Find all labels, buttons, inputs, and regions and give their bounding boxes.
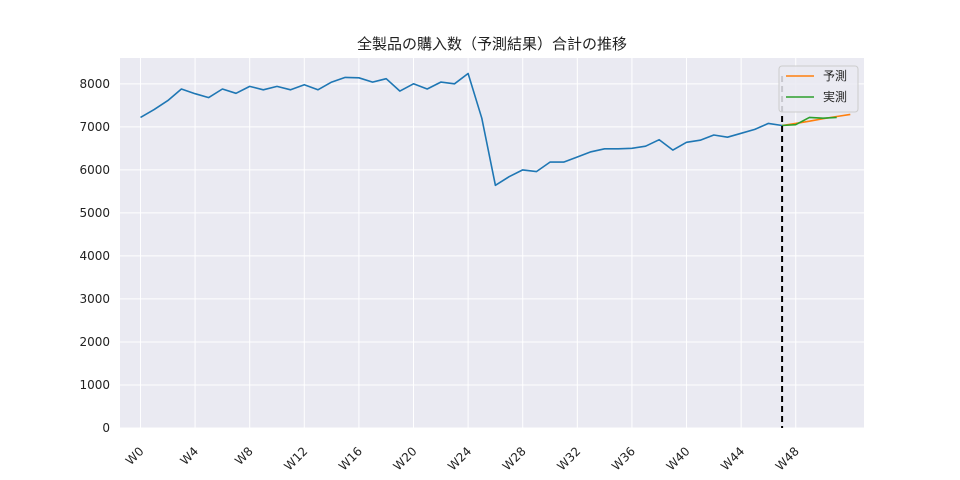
legend-label-forecast: 予測 xyxy=(823,69,847,83)
series-line-history xyxy=(140,72,783,187)
x-tick-label: W0 xyxy=(123,444,147,468)
x-tick-label: W12 xyxy=(281,444,310,473)
x-tick-label: W28 xyxy=(500,444,529,473)
series-line-actual xyxy=(782,116,837,127)
y-tick-label: 7000 xyxy=(79,120,110,134)
chart-title: 全製品の購入数（予測結果）合計の推移 xyxy=(357,35,627,53)
grid-lines xyxy=(120,58,864,429)
plot-area xyxy=(120,58,864,428)
series-lines xyxy=(140,72,851,187)
y-tick-label: 6000 xyxy=(79,163,110,177)
x-tick-label: W4 xyxy=(178,444,202,468)
y-axis-ticks: 0 1000 2000 3000 4000 5000 6000 7000 8000 xyxy=(79,77,110,435)
y-tick-label: 5000 xyxy=(79,206,110,220)
x-tick-label: W40 xyxy=(664,444,693,473)
y-tick-label: 2000 xyxy=(79,335,110,349)
x-tick-label: W44 xyxy=(718,444,747,473)
x-tick-label: W32 xyxy=(554,444,583,473)
legend: 予測 実測 xyxy=(778,65,859,113)
legend-label-actual: 実測 xyxy=(823,89,847,104)
x-tick-label: W36 xyxy=(609,444,638,473)
y-tick-label: 4000 xyxy=(79,249,110,263)
y-tick-label: 3000 xyxy=(79,292,110,306)
y-tick-label: 1000 xyxy=(79,378,110,392)
x-tick-label: W16 xyxy=(336,444,365,473)
y-tick-label: 8000 xyxy=(79,77,110,91)
x-tick-label: W24 xyxy=(445,444,474,473)
legend-box xyxy=(778,65,859,113)
x-tick-label: W8 xyxy=(232,444,256,468)
x-tick-label: W48 xyxy=(773,444,802,473)
series-line-forecast xyxy=(781,113,851,127)
x-axis-ticks: W0 W4 W8 W12 W16 W20 W24 W28 W32 W36 W40 W44 W48 xyxy=(123,444,802,473)
x-tick-label: W20 xyxy=(391,444,420,473)
y-tick-label: 0 xyxy=(102,421,110,435)
